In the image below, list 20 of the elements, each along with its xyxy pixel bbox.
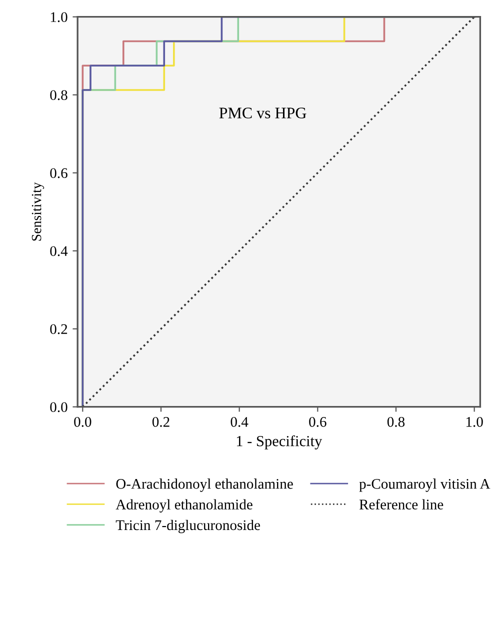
- y-tick-label: 0.4: [50, 246, 68, 256]
- annotation: PMC vs HPG: [219, 108, 306, 118]
- y-axis-title: Sensitivity: [32, 182, 44, 241]
- legend-label: Reference line: [359, 499, 444, 510]
- x-tick-label: 1.0: [466, 416, 483, 427]
- x-axis-title: 1 - Specificity: [236, 435, 322, 450]
- legend-label: p-Coumaroyl vitisin A: [359, 478, 490, 492]
- x-tick-label: 0.8: [387, 416, 405, 427]
- y-tick-label: 0.6: [50, 168, 68, 178]
- y-tick-label: 0.8: [50, 90, 68, 100]
- y-tick-label: 0.0: [50, 402, 68, 412]
- x-tick-label: 0.4: [230, 416, 248, 427]
- x-tick-label: 0.2: [152, 416, 170, 427]
- y-tick-label: 1.0: [50, 12, 68, 22]
- x-tick-label: 0.6: [309, 416, 326, 427]
- x-tick-label: 0.0: [74, 416, 92, 427]
- y-tick-label: 0.2: [50, 324, 68, 334]
- legend-label: Tricin 7-diglucuronoside: [116, 520, 260, 534]
- legend-label: O-Arachidonoyl ethanolamine: [116, 478, 293, 492]
- legend-label: Adrenoyl ethanolamide: [116, 499, 252, 512]
